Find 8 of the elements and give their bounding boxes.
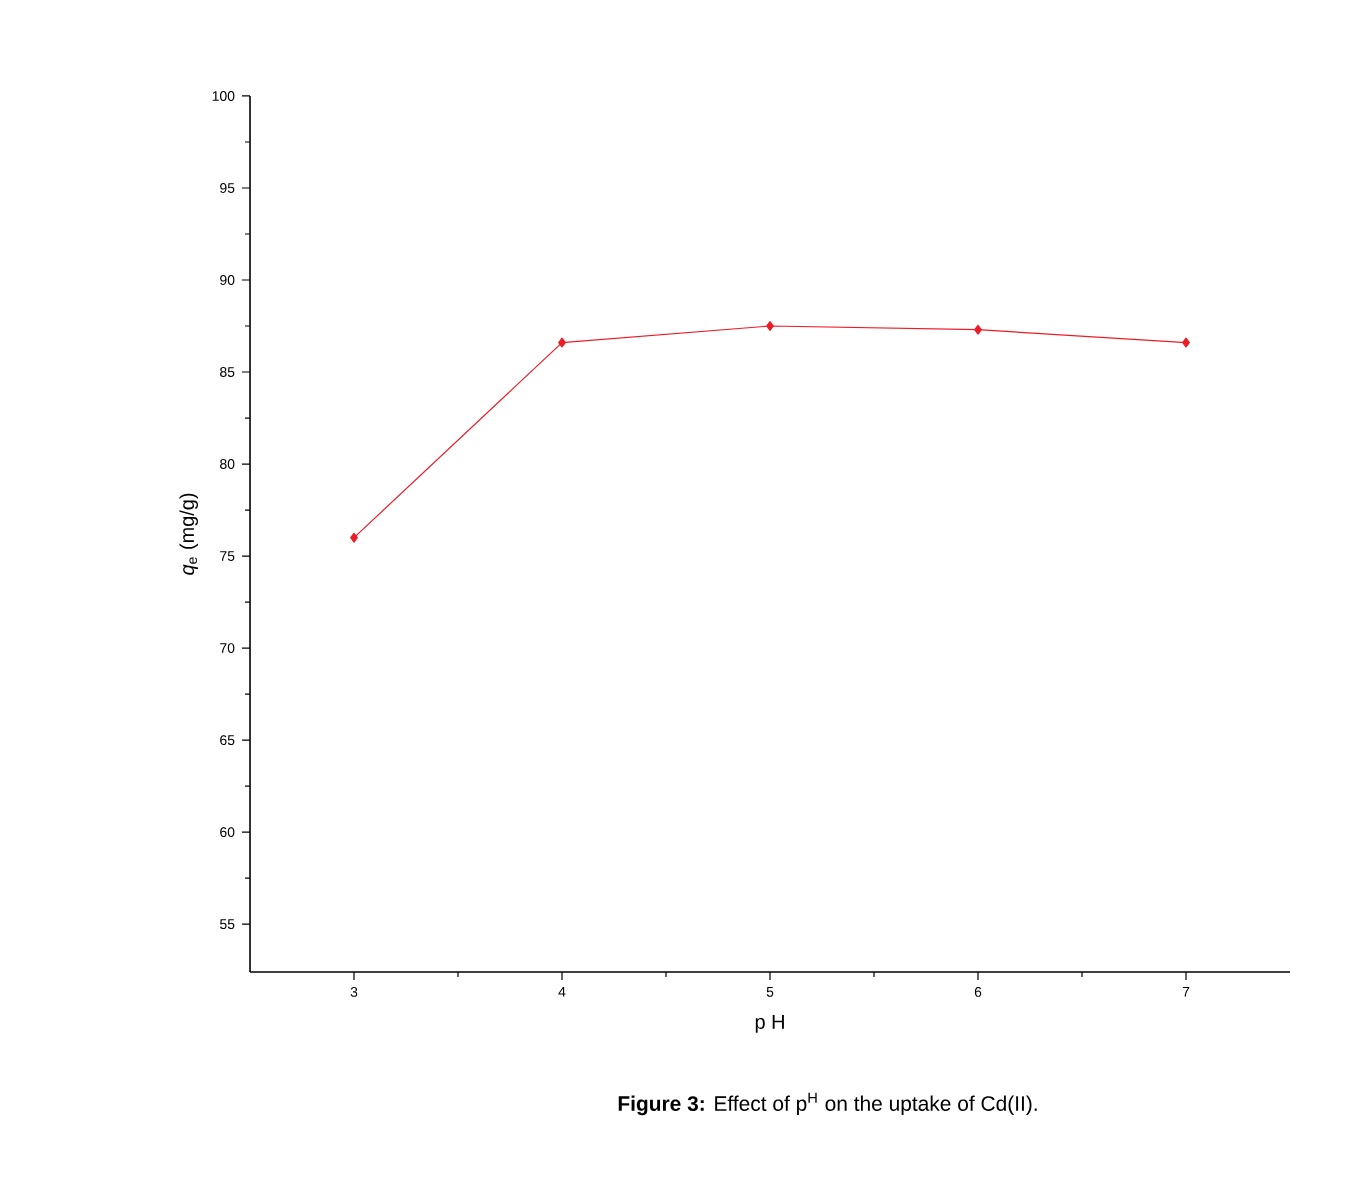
- point: [766, 321, 774, 331]
- text: Figure 3: Effect of p$^{H}$ on the uptake of Cd(II).: [618, 1092, 1037, 1116]
- x-axis-title: p H: [755, 1015, 784, 1033]
- point: [350, 532, 358, 543]
- point: [1182, 337, 1190, 348]
- point: [558, 337, 566, 348]
- point: [974, 324, 982, 335]
- y-axis-title: q$_{e}$ (mg/g): [179, 493, 199, 575]
